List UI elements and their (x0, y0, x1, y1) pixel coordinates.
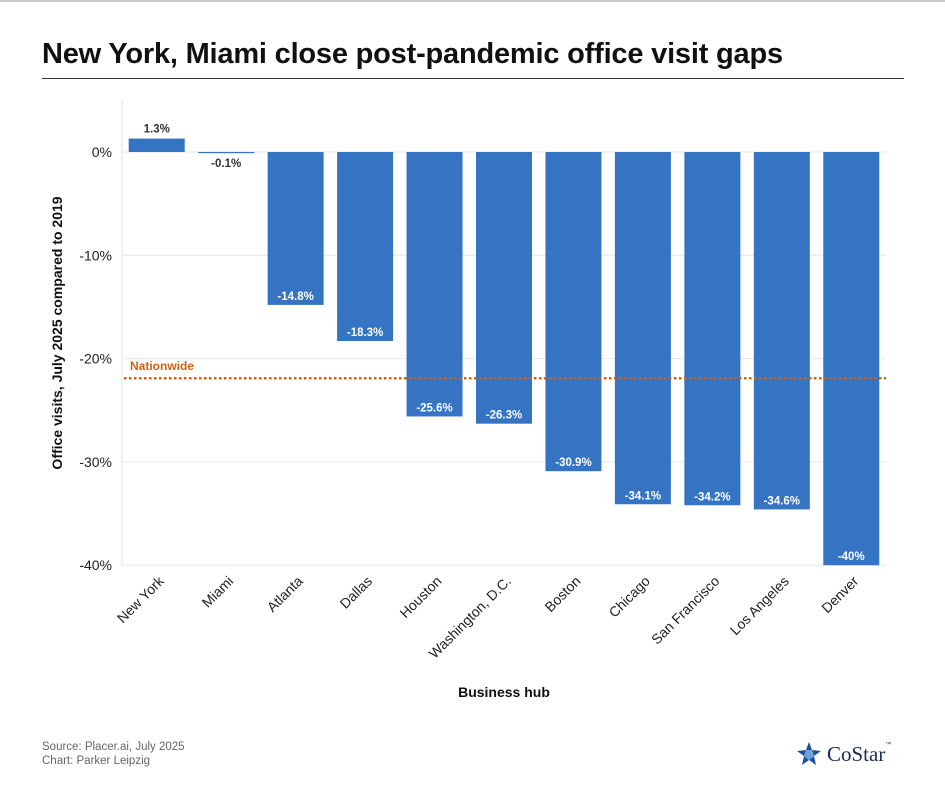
data-label: 1.3% (144, 124, 170, 136)
x-tick-label: Miami (199, 573, 237, 611)
data-label: -25.6% (416, 402, 452, 414)
x-tick-label: New York (114, 572, 168, 626)
bar (545, 152, 602, 472)
title-underline (42, 78, 904, 79)
y-tick-label: -40% (79, 557, 112, 573)
bar (128, 138, 185, 152)
y-tick-label: -20% (79, 351, 112, 367)
y-tick-label: 0% (92, 144, 112, 160)
x-tick-label: Los Angeles (727, 573, 792, 638)
costar-logo: CoStar™ (796, 740, 891, 768)
bar (406, 152, 463, 417)
x-tick-label: Denver (818, 573, 861, 616)
data-label: -0.1% (211, 158, 241, 170)
top-border (0, 0, 945, 2)
x-tick-label: Atlanta (264, 573, 306, 615)
bar (476, 152, 532, 424)
x-tick-label: Boston (541, 573, 583, 615)
x-tick-label: Dallas (336, 573, 375, 612)
data-label: -26.3% (486, 410, 522, 422)
bar-chart: 0% -10% -20% -30% -40% 1.3% -0.1% -14.8% -18.3%… (49, 100, 886, 700)
data-label: -40% (838, 551, 865, 563)
bar (198, 152, 255, 154)
data-label: -34.6% (764, 495, 800, 507)
costar-star-icon (797, 742, 821, 765)
x-tick-label: San Francisco (648, 573, 723, 648)
data-label: -14.8% (277, 291, 313, 303)
data-label: -30.9% (555, 457, 591, 469)
bar (614, 152, 671, 505)
reference-label: Nationwide (130, 359, 194, 373)
data-label: -34.2% (694, 491, 730, 503)
bar (823, 152, 880, 566)
bars: 1.3% -0.1% -14.8% -18.3% -25.6% -26.3% -30.9% -… (128, 124, 880, 566)
y-tick-label: -30% (79, 454, 112, 470)
x-axis-labels: New York Miami Atlanta Dallas HoustonWashing… (114, 572, 862, 661)
footer: Source: Placer.ai, July 2025 Chart: Park… (42, 740, 185, 768)
logo-text: CoStar™ (827, 741, 892, 766)
data-label: -34.1% (625, 490, 661, 502)
chart-title: New York, Miami close post-pandemic offi… (42, 38, 783, 70)
x-tick-label: Houston (396, 573, 444, 621)
bar (753, 152, 810, 510)
data-label: -18.3% (347, 327, 383, 339)
x-axis-title: Business hub (458, 684, 550, 700)
y-tick-label: -10% (79, 247, 112, 263)
nationwide-reference: Nationwide (124, 359, 886, 380)
bar (684, 152, 741, 506)
y-axis-title: Office visits, July 2025 compared to 201… (49, 196, 65, 469)
chart-credit: Chart: Parker Leipzig (42, 755, 151, 767)
source-note: Source: Placer.ai, July 2025 (42, 741, 185, 753)
x-tick-label: Chicago (605, 573, 653, 621)
bar (337, 152, 394, 342)
y-axis-ticks: 0% -10% -20% -30% -40% (79, 144, 112, 573)
bar (267, 152, 324, 305)
